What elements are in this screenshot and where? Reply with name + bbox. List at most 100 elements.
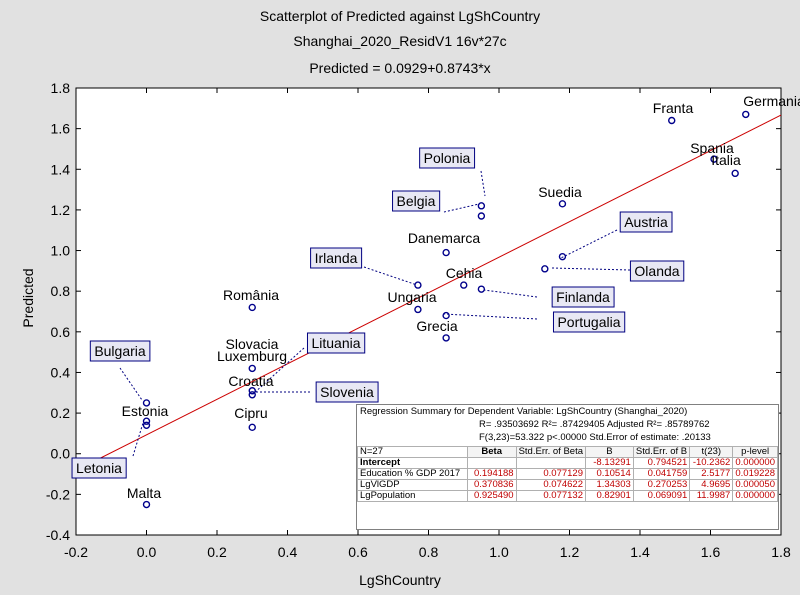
leader-line-irlanda: [363, 266, 418, 286]
point-label-austria: Austria: [624, 214, 668, 230]
leader-line-bulgaria: [119, 367, 143, 401]
table-cell: 0.10514: [585, 468, 634, 480]
point-label-box-slovenia: [315, 381, 379, 403]
chart-equation: Predicted = 0.0929+0.8743*x: [309, 60, 491, 76]
point-label-finlanda: Finlanda: [556, 289, 610, 305]
data-point: [142, 500, 151, 509]
y-tick-label: 0.2: [51, 405, 71, 421]
point-label-polonia: Polonia: [424, 150, 471, 166]
x-tick-label: 0.8: [419, 544, 439, 560]
data-point: [558, 200, 567, 208]
col-header: Std.Err. of B: [632, 446, 691, 458]
data-point: [668, 116, 676, 125]
table-cell: 0.000050: [732, 479, 778, 491]
data-point: [248, 387, 256, 395]
table-cell: 0.069091: [632, 490, 691, 502]
table-row: Education % GDP 2017 0.194188 0.077129 0…: [357, 468, 778, 480]
data-point: [248, 391, 256, 399]
fit-line: [75, 114, 782, 471]
point-label-box-irlanda: [310, 247, 363, 269]
data-point: [558, 252, 567, 261]
table-cell: 0.82901: [585, 490, 634, 502]
y-tick-label: 1.4: [51, 161, 71, 177]
y-tick-label: 0.0: [51, 446, 71, 462]
table-cell: 0.194188: [466, 468, 517, 480]
x-tick-label: 0.6: [348, 544, 368, 560]
x-tick-label: 1.8: [771, 544, 791, 560]
point-label-cehia: Cehia: [446, 265, 483, 281]
table-cell: 0.041759: [632, 468, 691, 480]
y-tick-label: 1.6: [51, 121, 71, 137]
data-point: [248, 364, 256, 373]
table-cell: -10.2362: [689, 457, 734, 469]
y-tick-label: -0.4: [46, 527, 70, 543]
table-cell: 0.019228: [732, 468, 778, 480]
table-cell: 0.000000: [732, 457, 778, 469]
point-label-box-lituania: [306, 332, 366, 354]
point-label-box-finlanda: [551, 286, 615, 308]
table-cell: 4.9695: [689, 479, 734, 491]
data-point: [142, 421, 151, 429]
point-label-box-bulgaria: [89, 340, 151, 362]
point-label-cipru: Cipru: [234, 405, 267, 421]
point-label-box-polonia: [419, 147, 476, 169]
point-label-romania: România: [223, 287, 279, 303]
leader-line-letonia: [132, 422, 144, 457]
point-label-portugalia: Portugalia: [557, 314, 620, 330]
point-label-bulgaria: Bulgaria: [94, 343, 146, 359]
table-cell: 1.34303: [585, 479, 634, 491]
row-label: LgVlGDP: [357, 479, 468, 491]
chart-subtitle: Shanghai_2020_ResidV1 16v*27c: [293, 33, 507, 49]
point-label-suedia: Suedia: [538, 184, 582, 200]
data-point: [477, 202, 486, 210]
point-label-box-letonia: [71, 457, 127, 479]
table-cell: 11.9987: [689, 490, 734, 502]
n-label: N=27: [357, 446, 468, 458]
x-tick-label: 0.4: [278, 544, 298, 560]
x-tick-label: 1.6: [701, 544, 721, 560]
x-tick-label: -0.2: [64, 544, 88, 560]
data-point: [731, 169, 739, 178]
regression-header-row: N=27 Beta Std.Err. of Beta B Std.Err. of…: [357, 446, 778, 458]
x-tick-label: 0.0: [137, 544, 157, 560]
x-tick-label: 0.2: [207, 544, 227, 560]
row-label: Education % GDP 2017: [357, 468, 468, 480]
y-tick-label: 1.2: [51, 202, 71, 218]
col-header: p-level: [732, 446, 778, 458]
point-label-estonia: Estonia: [122, 403, 169, 419]
point-label-spania: Spania: [690, 140, 734, 156]
x-tick-label: 1.2: [560, 544, 580, 560]
data-point: [248, 303, 256, 312]
y-tick-label: 0.6: [51, 324, 71, 340]
point-label-olanda: Olanda: [634, 263, 679, 279]
leader-line-portugalia: [443, 313, 538, 320]
point-label-luxemburg: Luxemburg: [217, 348, 287, 364]
regression-table: N=27 Beta Std.Err. of Beta B Std.Err. of…: [357, 446, 778, 502]
chart-title: Scatterplot of Predicted against LgShCou…: [259, 8, 541, 24]
point-label-malta: Malta: [127, 485, 161, 501]
x-tick-label: 1.0: [489, 544, 509, 560]
table-cell: 0.370836: [466, 479, 517, 491]
table-cell: [515, 457, 587, 469]
data-point: [442, 311, 450, 320]
table-row: LgPopulation 0.925490 0.077132 0.82901 0…: [357, 490, 778, 502]
data-point: [710, 155, 718, 163]
table-cell: 0.077129: [515, 468, 587, 480]
table-cell: 0.925490: [466, 490, 517, 502]
data-point: [414, 305, 422, 314]
table-cell: [466, 457, 517, 469]
point-label-croatia: Croatia: [228, 373, 273, 389]
table-cell: -8.13291: [585, 457, 634, 469]
point-label-box-austria: [619, 211, 673, 233]
y-tick-label: 1.8: [51, 80, 71, 96]
point-label-danemarca: Danemarca: [408, 230, 481, 246]
data-point: [477, 285, 486, 293]
table-row: Intercept -8.13291 0.794521 -10.2362 0.0…: [357, 457, 778, 469]
point-label-slovacia: Slovacia: [226, 336, 279, 352]
data-point: [541, 265, 549, 273]
y-tick-label: 0.4: [51, 364, 71, 380]
x-tick-label: 1.4: [630, 544, 650, 560]
regression-f-stats: F(3,23)=53.322 p<.00000 Std.Error of est…: [479, 432, 711, 443]
data-point: [142, 417, 151, 425]
point-label-slovenia: Slovenia: [320, 384, 374, 400]
